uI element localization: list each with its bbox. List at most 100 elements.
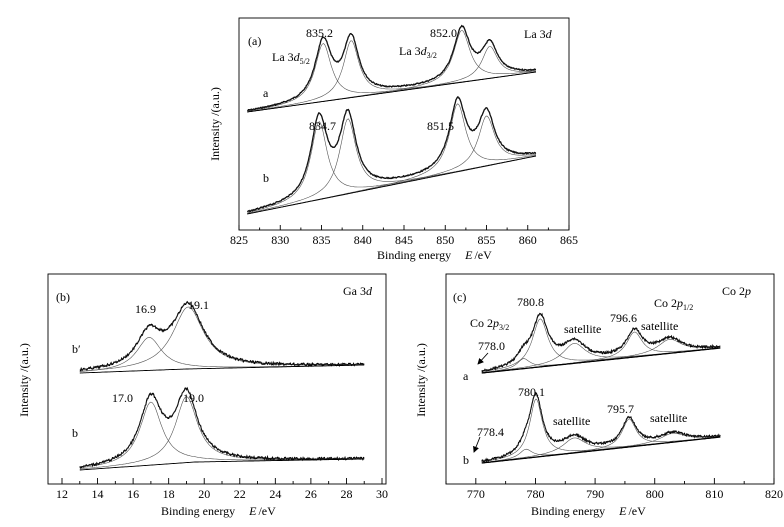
panel-a-x-tick-850: 850	[436, 233, 454, 247]
panel-a-curve-b-background	[247, 155, 537, 215]
panel-c-peak-label-778-4: 778.4	[477, 425, 504, 439]
panel-c-x-tick-770: 770	[467, 487, 485, 501]
panel-a-curve-b-component-2	[247, 118, 537, 214]
panel-a-curve-a-data	[247, 24, 537, 112]
panel-a-curve-b-component-3	[247, 103, 537, 215]
panel-a-curve-a-background	[247, 71, 537, 113]
panel-a-curve-b-component-1	[247, 121, 537, 213]
panel-c-series-label-a: a	[463, 369, 469, 383]
panel-a-x-axis: 825 830 835 840 845 850 855 860 865	[230, 225, 578, 247]
panel-b-curve-b-prime-data	[79, 300, 365, 372]
panel-a-x-tick-835: 835	[313, 233, 331, 247]
panel-a-series-label-b: b	[263, 171, 269, 185]
panel-c-series-label-b: b	[463, 453, 469, 467]
panel-c-curve-a-background	[481, 347, 721, 374]
panel-c-x-tick-810: 810	[705, 487, 723, 501]
panel-b-series-label-b: b	[72, 426, 78, 440]
panel-c-curve-b-background	[481, 436, 721, 464]
panel-c: (c) Co 2p a b Co 2p3/2 Co 2p1/2 778.0	[414, 273, 783, 518]
panel-b-curve-b-prime-fit	[79, 302, 365, 370]
panel-c-annotation-co-2p32: Co 2p3/2	[470, 316, 509, 332]
panel-c-y-axis-label: Intensity /(a.u.)	[414, 343, 428, 417]
panel-a-curve-a-group	[247, 24, 537, 113]
panel-c-annotation-co-2p12: Co 2p1/2	[654, 296, 693, 312]
panel-b-x-tick-18: 18	[163, 487, 175, 501]
panel-b-x-tick-30: 30	[376, 487, 388, 501]
panel-c-x-tick-780: 780	[526, 487, 544, 501]
panel-b-title: Ga 3d	[343, 284, 373, 298]
panel-a-title: La 3d	[524, 27, 553, 41]
panel-a-x-tick-855: 855	[478, 233, 496, 247]
panel-c-curve-a-fit	[481, 313, 721, 372]
panel-a-curve-a-fit	[247, 25, 537, 111]
panel-a-label: (a)	[248, 34, 261, 48]
panel-b-peak-label-17-0: 17.0	[112, 391, 133, 405]
panel-a-series-label-a: a	[263, 86, 269, 100]
panel-a-x-tick-860: 860	[519, 233, 537, 247]
panel-b-x-tick-16: 16	[127, 487, 139, 501]
panel-a-annotation-la-3d52: La 3d5/2	[272, 50, 310, 66]
panel-b-x-axis-label: Binding energy E/eV	[161, 504, 276, 518]
panel-a-x-axis-label: Binding energy E/eV	[377, 248, 492, 262]
panel-c-peak-label-778-0: 778.0	[478, 339, 505, 353]
panel-b-frame	[47, 273, 387, 485]
panel-c-satellite-label-b2: satellite	[650, 411, 687, 425]
panel-a-x-tick-840: 840	[354, 233, 372, 247]
panel-b: (b) Ga 3d b′ b 16.9 19.1 17.0 19.0 12 14 1…	[17, 273, 388, 518]
panel-c-x-tick-820: 820	[765, 487, 783, 501]
panel-b-x-tick-14: 14	[92, 487, 104, 501]
panel-a-peak-label-851-5: 851.5	[427, 119, 454, 133]
panel-a-x-tick-825: 825	[230, 233, 248, 247]
panel-a-x-tick-830: 830	[271, 233, 289, 247]
panel-b-y-axis-label: Intensity /(a.u.)	[17, 343, 31, 417]
panel-c-x-tick-790: 790	[586, 487, 604, 501]
panel-b-x-axis: 12 14 16 18 20 22 24 26 28 30	[56, 478, 388, 501]
panel-c-frame	[445, 273, 775, 485]
panel-a-curve-b-fit	[247, 97, 537, 212]
panel-b-curve-b-prime-component-2	[79, 306, 365, 372]
panel-a-x-tick-865: 865	[560, 233, 578, 247]
panel-c-arrow-778-4	[473, 436, 481, 453]
panel-c-peak-label-780-8: 780.8	[517, 295, 544, 309]
panel-c-satellite-label-a1: satellite	[564, 322, 601, 336]
panel-c-x-axis-label: Binding energy E/eV	[531, 504, 646, 518]
panel-b-x-tick-26: 26	[305, 487, 317, 501]
panel-c-title: Co 2p	[722, 284, 751, 298]
panel-c-label: (c)	[453, 290, 466, 304]
panel-c-x-tick-800: 800	[646, 487, 664, 501]
panel-b-curve-b-prime-group	[79, 300, 365, 374]
panel-a-y-axis-label: Intensity /(a.u.)	[208, 87, 222, 161]
panel-b-curve-b-fit	[79, 388, 365, 468]
panel-b-x-tick-28: 28	[340, 487, 352, 501]
panel-c-curve-a-component-3	[481, 343, 721, 373]
panel-a-peak-label-852-0: 852.0	[430, 26, 457, 40]
panel-c-arrow-778-0	[477, 352, 489, 365]
panel-b-series-label-b-prime: b′	[72, 342, 81, 356]
panel-b-x-tick-20: 20	[198, 487, 210, 501]
panel-a-annotation-la-3d32: La 3d3/2	[399, 44, 437, 60]
panel-c-x-axis: 770 780 790 800 810 820	[445, 478, 783, 501]
panel-b-peak-label-16-9: 16.9	[135, 302, 156, 316]
panel-b-curve-b-prime-background	[79, 364, 365, 374]
panel-a-curve-b-group	[247, 95, 537, 215]
panel-b-x-tick-24: 24	[269, 487, 281, 501]
panel-c-peak-label-796-6: 796.6	[610, 311, 637, 325]
panel-c-curve-b-group	[481, 392, 721, 464]
panel-c-satellite-label-b1: satellite	[553, 414, 590, 428]
panel-b-x-tick-12: 12	[56, 487, 68, 501]
panel-a-x-tick-845: 845	[395, 233, 413, 247]
panel-a-peak-label-834-7: 834.7	[309, 119, 336, 133]
panel-b-label: (b)	[56, 290, 70, 304]
panel-b-x-tick-22: 22	[234, 487, 246, 501]
panel-b-peak-label-19-0: 19.0	[183, 391, 204, 405]
panel-c-curve-a-group	[481, 312, 721, 374]
panel-a-peak-label-835-2: 835.2	[306, 26, 333, 40]
panel-c-curve-b-fit	[481, 393, 721, 462]
panel-b-curve-b-group	[79, 386, 365, 471]
panel-c-curve-b-component-2	[481, 398, 721, 463]
panel-c-satellite-label-a2: satellite	[641, 319, 678, 333]
panel-c-peak-label-795-7: 795.7	[607, 402, 634, 416]
panel-c-peak-label-780-1: 780.1	[518, 385, 545, 399]
panel-a: (a) La 3d a b 835.2 852.0 834.7 851.5 La…	[208, 17, 578, 262]
